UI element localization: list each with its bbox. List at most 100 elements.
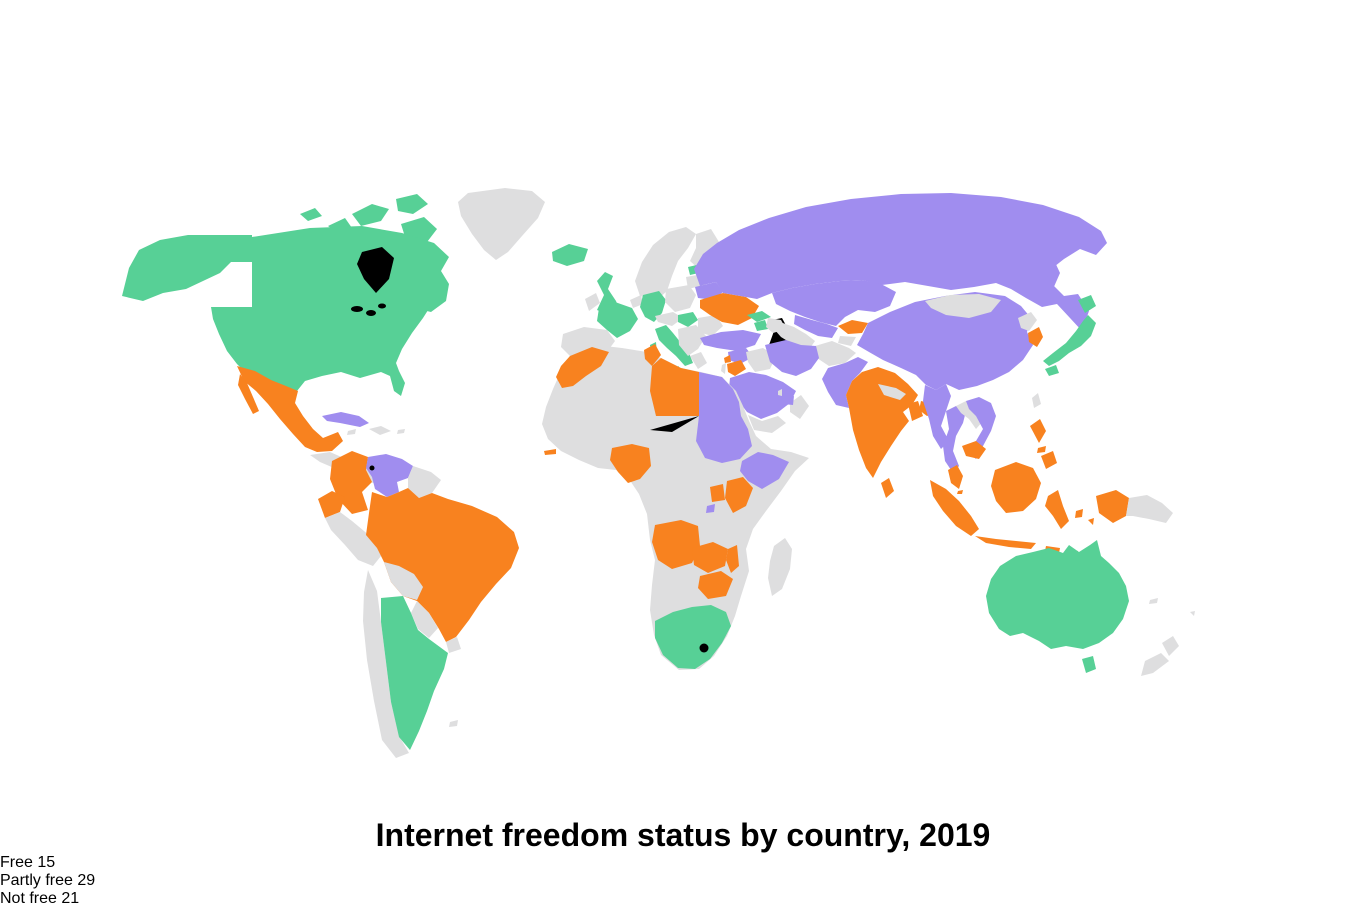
country-germany bbox=[640, 291, 666, 322]
region-czech-austria bbox=[655, 312, 683, 326]
country-kenya bbox=[725, 477, 753, 513]
country-canada-arctic-4 bbox=[300, 208, 322, 221]
country-italy bbox=[655, 325, 693, 366]
country-turkey bbox=[700, 330, 761, 351]
country-ecuador bbox=[318, 491, 345, 518]
chart-title: Internet freedom status by country, 2019 bbox=[375, 817, 991, 853]
country-russia bbox=[694, 193, 1107, 331]
world-map bbox=[122, 188, 1195, 758]
country-laos bbox=[956, 401, 983, 429]
legend-item-partly-free: Partly free 29 bbox=[0, 872, 1366, 890]
country-sudan bbox=[696, 416, 752, 463]
country-paraguay bbox=[411, 601, 438, 638]
country-afghanistan bbox=[815, 341, 856, 366]
country-russia-sakhalin bbox=[1047, 260, 1060, 289]
lesotho-enclave bbox=[699, 643, 709, 653]
region-fiji bbox=[1190, 611, 1195, 616]
country-tajikistan bbox=[838, 336, 856, 346]
legend-count-free: 15 bbox=[37, 854, 56, 871]
legend-label-partly-free: Partly free bbox=[0, 872, 73, 889]
country-ukraine bbox=[700, 293, 759, 325]
region-new-caledonia bbox=[1149, 598, 1158, 604]
country-mongolia bbox=[925, 294, 1001, 318]
country-myanmar bbox=[923, 384, 951, 449]
region-balkans bbox=[678, 325, 706, 356]
country-iceland bbox=[552, 244, 588, 266]
country-philippines-mindanao bbox=[1041, 451, 1057, 469]
country-iran bbox=[765, 340, 819, 376]
country-indonesia-java bbox=[975, 536, 1036, 549]
country-brazil bbox=[366, 488, 519, 642]
country-australia bbox=[986, 540, 1129, 649]
country-new-zealand-south bbox=[1141, 653, 1169, 676]
region-borneo bbox=[991, 462, 1041, 513]
country-mexico bbox=[237, 366, 343, 452]
great-lake-1 bbox=[351, 306, 363, 312]
country-ireland bbox=[585, 293, 600, 311]
country-azerbaijan bbox=[766, 318, 786, 333]
page: Internet freedom status by country, 2019… bbox=[0, 188, 1195, 907]
country-indonesia-west-papua bbox=[1096, 490, 1129, 523]
lake-maracaibo bbox=[369, 465, 375, 471]
country-pakistan bbox=[822, 357, 868, 408]
legend-count-not-free: 21 bbox=[61, 890, 80, 907]
country-south-korea bbox=[1028, 327, 1043, 347]
country-argentina bbox=[381, 596, 448, 750]
region-falkland-islands bbox=[449, 720, 458, 727]
country-china bbox=[857, 292, 1033, 390]
country-indonesia-sulawesi bbox=[1045, 490, 1069, 529]
country-canada-arctic-1 bbox=[352, 204, 389, 226]
region-romania-bulgaria bbox=[698, 315, 723, 336]
region-norway-sweden bbox=[635, 227, 696, 300]
legend-count-partly-free: 29 bbox=[77, 872, 96, 889]
country-north-korea bbox=[1018, 312, 1037, 331]
country-malawi bbox=[726, 545, 739, 573]
country-saudi-arabia bbox=[729, 372, 796, 419]
country-jordan bbox=[727, 360, 746, 376]
country-sri-lanka bbox=[881, 478, 894, 498]
legend-label-free: Free bbox=[0, 854, 33, 871]
country-libya bbox=[650, 358, 699, 416]
country-zambia bbox=[692, 542, 728, 573]
country-morocco bbox=[556, 347, 609, 388]
region-israel bbox=[721, 363, 726, 374]
country-zimbabwe bbox=[698, 571, 733, 599]
country-qatar bbox=[778, 389, 782, 396]
country-south-africa bbox=[655, 605, 731, 669]
country-nepal bbox=[878, 384, 906, 400]
country-indonesia-maluku-2 bbox=[1088, 518, 1094, 525]
country-india bbox=[846, 367, 918, 478]
country-kyrgyzstan bbox=[838, 320, 868, 334]
internal-borders bbox=[545, 349, 750, 579]
country-indonesia-maluku-1 bbox=[1075, 509, 1083, 518]
country-new-zealand-north bbox=[1162, 636, 1179, 656]
country-vietnam bbox=[966, 397, 996, 459]
country-greenland bbox=[458, 188, 545, 260]
country-france bbox=[597, 302, 638, 338]
country-cambodia bbox=[962, 441, 986, 459]
region-guyanas bbox=[408, 466, 441, 498]
country-bangladesh bbox=[908, 401, 923, 421]
country-tunisia bbox=[644, 344, 661, 366]
country-papua-new-guinea bbox=[1126, 495, 1173, 523]
country-oman bbox=[790, 395, 809, 419]
country-malaysia-peninsula bbox=[948, 465, 963, 489]
region-puerto-rico bbox=[397, 429, 405, 434]
country-rwanda bbox=[706, 504, 715, 513]
country-philippines-visayas bbox=[1037, 446, 1046, 453]
country-japan-honshu bbox=[1043, 315, 1096, 366]
country-japan-kyushu bbox=[1045, 365, 1059, 376]
country-finland bbox=[690, 229, 719, 270]
country-venezuela bbox=[366, 454, 413, 497]
country-thailand bbox=[943, 406, 966, 473]
country-japan-hokkaido bbox=[1078, 295, 1096, 313]
country-jamaica bbox=[347, 429, 356, 435]
country-mexico-baja bbox=[238, 374, 259, 414]
region-taiwan bbox=[1032, 393, 1041, 408]
country-canada-arctic-2 bbox=[396, 194, 428, 214]
country-lebanon bbox=[724, 355, 731, 363]
country-singapore bbox=[957, 490, 963, 494]
country-egypt bbox=[699, 372, 741, 416]
country-uae bbox=[782, 396, 794, 405]
country-kazakhstan bbox=[772, 280, 896, 326]
